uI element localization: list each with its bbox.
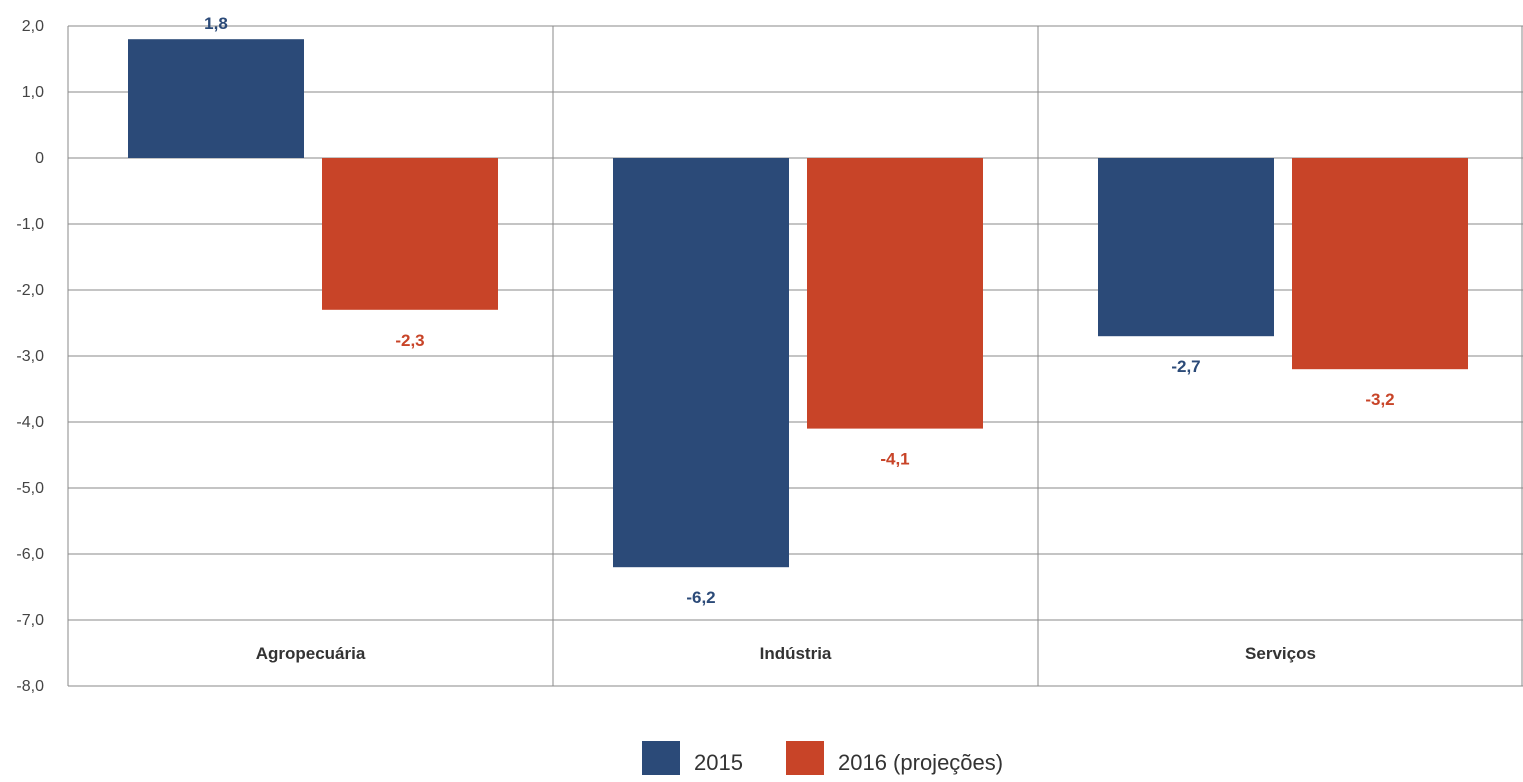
y-tick-label: -3,0 [16,348,44,365]
category-label: Serviços [1245,644,1316,663]
y-tick-label: 0 [35,150,44,167]
legend-swatch [786,741,824,775]
y-tick-label: -7,0 [16,612,44,629]
legend-swatch [642,741,680,775]
legend-item: 2016 (projeções) [786,741,1003,775]
category-label: Agropecuária [256,644,366,663]
legend: 2015 2016 (projeções) [642,741,1003,775]
bar-series-1 [613,158,789,568]
y-tick-label: 2,0 [22,18,44,35]
legend-item: 2015 [642,741,743,775]
y-tick-label: -8,0 [16,678,44,695]
legend-label: 2015 [694,750,743,775]
data-label: -4,1 [880,450,909,469]
bars-layer [128,39,1468,568]
bar-series-2 [1292,158,1468,370]
axis-layer: 2,0 1,0 0 -1,0 -2,0 -3,0 -4,0 -5,0 -6,0 -7,0 -8,0 A… [16,18,1316,695]
grid-layer [67,25,1523,687]
y-tick-label: 1,0 [22,84,44,101]
y-tick-label: -2,0 [16,282,44,299]
data-label: -6,2 [686,588,715,607]
labels-layer: 1,8 -6,2 -2,7 -2,3 -4,1 -3,2 [204,14,1394,607]
category-label: Indústria [760,644,832,663]
bar-series-2 [322,158,498,310]
data-label: -2,3 [395,331,424,350]
y-tick-label: -1,0 [16,216,44,233]
bar-series-1 [1098,158,1274,337]
data-label: 1,8 [204,14,228,33]
bar-series-2 [807,158,983,429]
legend-label: 2016 (projeções) [838,750,1003,775]
data-label: -2,7 [1171,357,1200,376]
y-tick-label: -4,0 [16,414,44,431]
data-label: -3,2 [1365,390,1394,409]
y-tick-label: -5,0 [16,480,44,497]
y-tick-label: -6,0 [16,546,44,563]
bar-series-1 [128,39,304,159]
